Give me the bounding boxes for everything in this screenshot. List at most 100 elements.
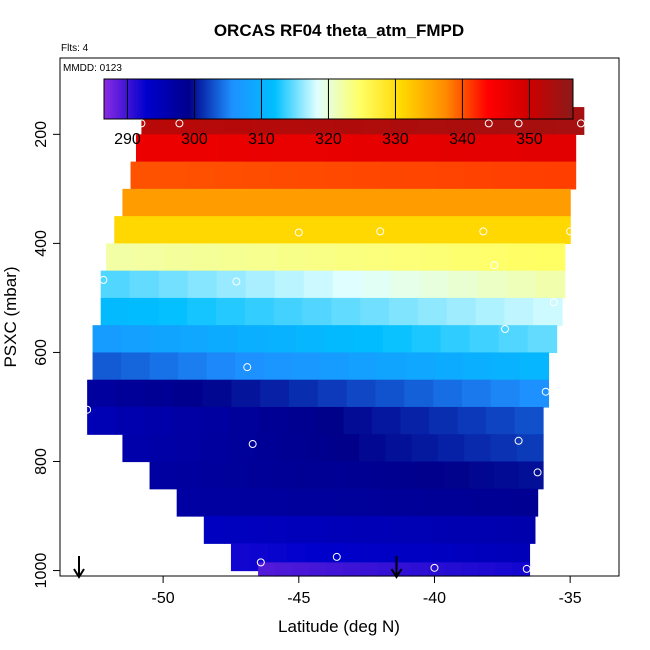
heatmap-cell: [547, 161, 577, 190]
colorbar-tick-label: 340: [449, 131, 476, 148]
heatmap-cell: [383, 134, 412, 163]
x-tick-label: -45: [287, 590, 310, 607]
heatmap-cell: [213, 161, 243, 190]
heatmap-cell: [411, 434, 439, 463]
heatmap-cell: [542, 188, 571, 217]
heatmap-cell: [320, 352, 350, 381]
heatmap-cell: [297, 461, 323, 490]
heatmap-cell: [122, 188, 151, 217]
heatmap-cell: [461, 379, 492, 408]
heatmap-cell: [216, 297, 246, 326]
chart-title: ORCAS RF04 theta_atm_FMPD: [214, 21, 464, 40]
data-point: [243, 363, 252, 372]
heatmap-cell: [244, 297, 275, 326]
heatmap-cell: [400, 406, 430, 435]
heatmap-cell: [484, 216, 514, 244]
heatmap-cell: [135, 134, 165, 163]
heatmap-cell: [450, 243, 480, 272]
heatmap-cell: [206, 188, 235, 217]
data-point: [541, 387, 550, 396]
heatmap-cell: [444, 562, 463, 577]
heatmap-cell: [361, 270, 392, 299]
heatmap-cell: [357, 488, 381, 517]
heatmap-cell: [469, 488, 494, 517]
colorbar-tick-label: 320: [315, 131, 342, 148]
heatmap-cell: [258, 562, 276, 577]
y-tick-label: 400: [33, 230, 50, 257]
data-point: [175, 119, 184, 128]
heatmap-bands: [87, 107, 585, 577]
data-point: [430, 563, 439, 572]
heatmap-cell: [100, 297, 131, 326]
heatmap-cell: [306, 434, 334, 463]
heatmap-cell: [433, 379, 463, 408]
heatmap-cell: [513, 216, 543, 244]
heatmap-cell: [303, 270, 334, 299]
heatmap-cell: [469, 461, 495, 490]
heatmap-cell: [142, 216, 172, 244]
heatmap-cell: [427, 562, 446, 577]
heatmap-cell: [308, 562, 327, 577]
heatmap-cell: [492, 488, 516, 517]
heatmap-cell: [220, 243, 251, 272]
y-axis-label: PSXC (mbar): [1, 266, 20, 367]
heatmap-cell: [218, 134, 247, 163]
heatmap-cell: [178, 188, 207, 217]
heatmap-cell: [231, 379, 261, 408]
heatmap-cell: [410, 562, 429, 577]
heatmap-cell: [436, 161, 465, 190]
heatmap-cell: [163, 243, 193, 272]
heatmap-cell: [134, 243, 165, 272]
heatmap-cell: [192, 243, 222, 272]
heatmap-cell: [493, 134, 522, 163]
heatmap-cell: [176, 488, 200, 517]
heatmap-cell: [92, 352, 122, 381]
heatmap-cell: [224, 516, 246, 544]
heatmap-cell: [266, 325, 297, 354]
heatmap-cell: [506, 270, 537, 299]
heatmap-cell: [285, 216, 315, 244]
heatmap-cell: [87, 379, 117, 408]
heatmap-cell: [290, 188, 319, 217]
heatmap-cell: [269, 161, 299, 190]
plot-frame: [59, 57, 620, 577]
heatmap-cell: [342, 216, 372, 244]
heatmap-cell: [262, 188, 291, 217]
heatmap-cell: [234, 188, 263, 217]
heatmap-cell: [533, 297, 563, 326]
heatmap-cell: [408, 161, 438, 190]
heatmap-cell: [295, 325, 326, 354]
heatmap-cell: [419, 270, 450, 299]
y-axis: 200 400 600 800 1000: [33, 121, 60, 588]
heatmap-cell: [492, 161, 521, 190]
heatmap-cell: [331, 297, 361, 326]
data-point: [83, 405, 92, 414]
heatmap-cell: [198, 461, 224, 490]
heatmap-cell: [437, 434, 465, 463]
heatmap-cell: [390, 516, 412, 544]
heatmap-cell: [348, 352, 379, 381]
data-point: [522, 564, 531, 573]
heatmap-cell: [377, 352, 407, 381]
heatmap-cell: [486, 188, 515, 217]
heatmap-cell: [410, 516, 433, 544]
heatmap-cell: [395, 461, 421, 490]
heatmap-cell: [343, 406, 373, 435]
heatmap-cell: [144, 379, 175, 408]
heatmap-cell: [150, 325, 181, 354]
heatmap-cell: [179, 325, 210, 354]
heatmap-cell: [129, 297, 159, 326]
heatmap-cell: [421, 243, 451, 272]
heatmap-cell: [376, 562, 395, 577]
heatmap-cell: [390, 270, 421, 299]
y-tick-label: 600: [33, 339, 50, 366]
heatmap-cell: [249, 243, 279, 272]
heatmap-cell: [520, 134, 549, 163]
heatmap-cell: [346, 379, 377, 408]
data-point: [332, 552, 341, 561]
heatmap-cell: [223, 461, 249, 490]
colorbar-tick-label: 300: [181, 131, 208, 148]
data-point: [232, 277, 241, 286]
heatmap-cell: [275, 562, 293, 577]
heatmap-cell: [332, 434, 360, 463]
